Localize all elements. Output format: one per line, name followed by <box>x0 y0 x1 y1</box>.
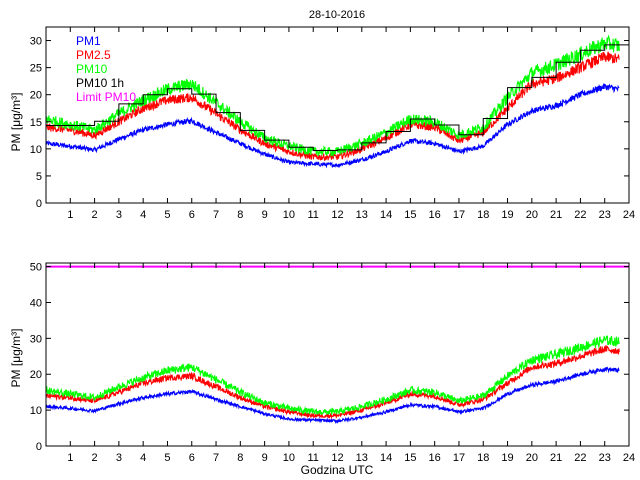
x-tick-label: 8 <box>237 209 243 221</box>
x-tick-label: 1 <box>67 452 73 464</box>
series-pm10-line <box>45 335 620 416</box>
legend-item-pm10-1h: PM10 1h <box>76 76 124 90</box>
x-tick-label: 12 <box>331 452 343 464</box>
x-tick-label: 6 <box>189 209 195 221</box>
x-tick-label: 8 <box>237 452 243 464</box>
y-tick-label: 10 <box>30 405 42 417</box>
x-tick-label: 21 <box>550 209 562 221</box>
y-tick-label: 15 <box>30 117 42 129</box>
series-pm1-line <box>45 366 620 425</box>
x-tick-label: 3 <box>116 209 122 221</box>
x-tick-label: 16 <box>429 209 441 221</box>
x-tick-label: 5 <box>164 452 170 464</box>
bottom-y-axis-label: PM [μg/m³] <box>9 329 23 388</box>
legend: PM1 PM2.5 PM10 PM10 1h Limit PM10 <box>76 34 136 104</box>
x-tick-label: 20 <box>526 209 538 221</box>
x-tick-label: 2 <box>92 209 98 221</box>
x-tick-label: 22 <box>574 209 586 221</box>
x-tick-label: 10 <box>283 452 295 464</box>
y-tick-label: 30 <box>30 36 42 48</box>
series-pm10-line <box>45 34 620 158</box>
x-tick-label: 9 <box>262 209 268 221</box>
y-tick-label: 20 <box>30 369 42 381</box>
x-tick-label: 22 <box>574 452 586 464</box>
y-tick-label: 20 <box>30 90 42 102</box>
x-tick-label: 15 <box>404 209 416 221</box>
x-tick-label: 16 <box>429 452 441 464</box>
series-pm1-line <box>45 83 620 169</box>
y-tick-label: 10 <box>30 144 42 156</box>
x-tick-label: 19 <box>501 209 513 221</box>
x-tick-label: 10 <box>283 209 295 221</box>
y-tick-label: 50 <box>30 262 42 274</box>
bottom-panel: 1 2 3 4 5 6 7 8 9 10 11 12 13 14 15 16 17 18 19 20 21 22 23 240… <box>30 262 635 464</box>
plot-frame <box>45 26 630 204</box>
x-tick-label: 4 <box>140 209 146 221</box>
y-tick-label: 5 <box>36 171 42 183</box>
x-tick-label: 12 <box>331 209 343 221</box>
legend-item-limit-pm10: Limit PM10 <box>76 90 136 104</box>
x-tick-label: 17 <box>453 452 465 464</box>
x-tick-label: 23 <box>599 452 611 464</box>
x-tick-label: 4 <box>140 452 146 464</box>
x-tick-label: 2 <box>92 452 98 464</box>
bottom-x-axis-label: Godzina UTC <box>301 463 374 477</box>
x-tick-label: 6 <box>189 452 195 464</box>
x-tick-label: 20 <box>526 452 538 464</box>
x-tick-label: 11 <box>307 209 318 221</box>
x-tick-label: 19 <box>501 452 513 464</box>
x-tick-label: 9 <box>262 452 268 464</box>
y-tick-label: 0 <box>36 198 42 210</box>
x-tick-label: 15 <box>404 452 416 464</box>
y-tick-label: 0 <box>36 441 42 453</box>
x-tick-label: 14 <box>380 209 392 221</box>
x-tick-label: 14 <box>380 452 392 464</box>
x-tick-label: 18 <box>477 209 489 221</box>
x-tick-label: 18 <box>477 452 489 464</box>
x-tick-label: 24 <box>623 209 635 221</box>
x-tick-label: 13 <box>356 209 368 221</box>
x-tick-label: 7 <box>213 209 219 221</box>
y-tick-label: 40 <box>30 297 42 309</box>
chart-title: 28-10-2016 <box>309 9 365 21</box>
legend-item-pm10: PM10 <box>76 62 108 76</box>
x-tick-label: 1 <box>67 209 73 221</box>
x-tick-label: 5 <box>164 209 170 221</box>
x-tick-label: 23 <box>599 209 611 221</box>
x-tick-label: 3 <box>116 452 122 464</box>
x-tick-label: 11 <box>307 452 318 464</box>
y-tick-label: 30 <box>30 333 42 345</box>
x-tick-label: 7 <box>213 452 219 464</box>
x-tick-label: 24 <box>623 452 635 464</box>
x-tick-label: 13 <box>356 452 368 464</box>
x-tick-label: 17 <box>453 209 465 221</box>
legend-item-pm1: PM1 <box>76 34 101 48</box>
x-tick-label: 21 <box>550 452 562 464</box>
top-panel: 1 2 3 4 5 6 7 8 9 10 11 12 13 14 15 16 17 18 19 20 21 22 23 240… <box>30 26 635 221</box>
legend-item-pm25: PM2.5 <box>76 48 111 62</box>
y-tick-label: 25 <box>30 63 42 75</box>
top-y-axis-label: PM [μg/m³] <box>9 93 23 152</box>
series-pm10-1h-step-line <box>46 44 629 151</box>
